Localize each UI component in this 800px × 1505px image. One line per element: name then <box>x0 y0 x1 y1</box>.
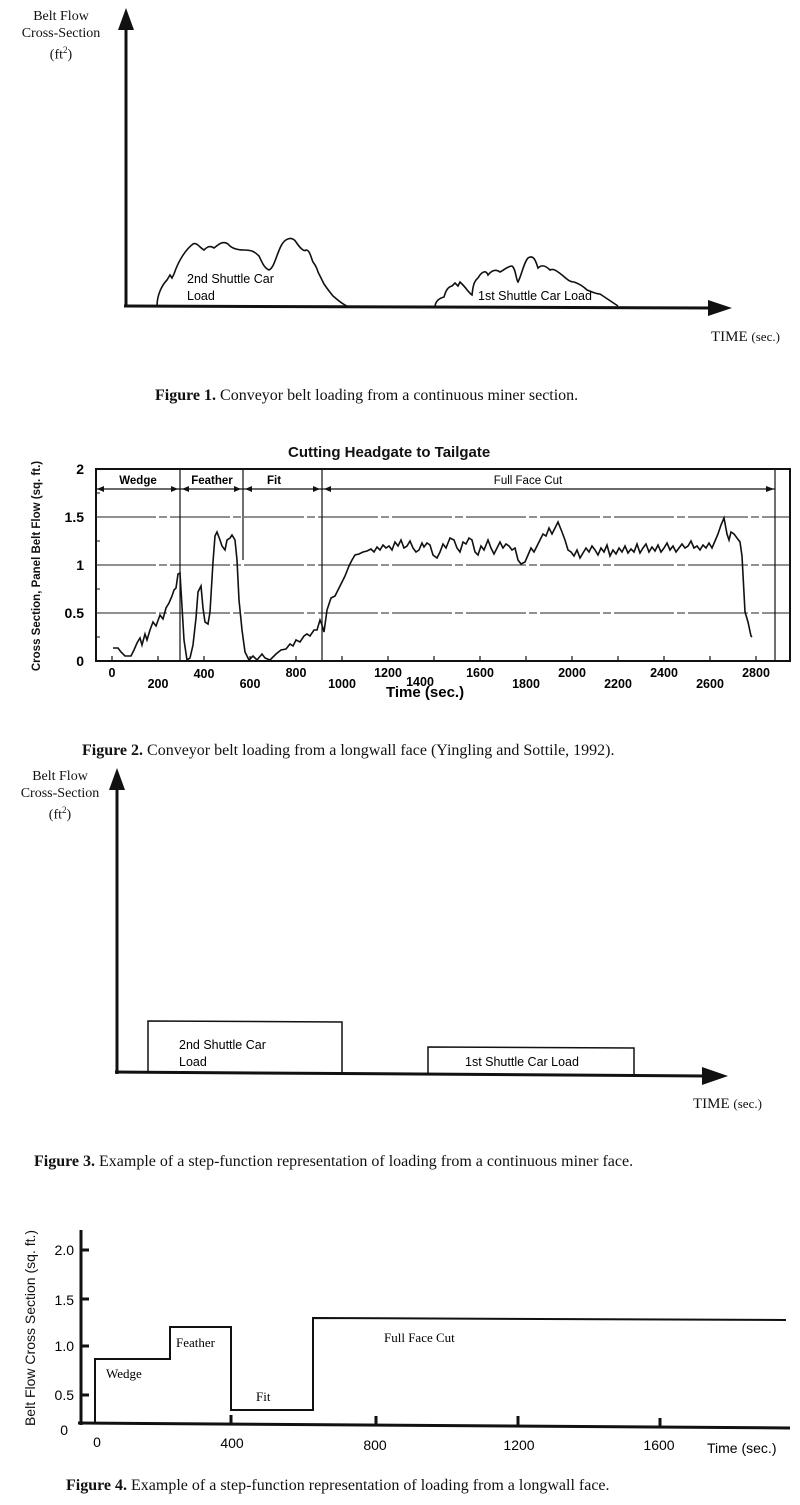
x-tick-1600: 1600 <box>466 666 494 680</box>
ylabel-line-1: Belt Flow <box>32 769 88 784</box>
step-function-trace <box>94 1316 787 1424</box>
x-tick-600: 600 <box>240 677 261 691</box>
figure-4-caption: Figure 4. Example of a step-function rep… <box>66 1477 610 1494</box>
x-axis-arrow-icon <box>702 1067 728 1085</box>
y-tick-0: 0 <box>76 653 84 669</box>
phase-label-wedge: Wedge <box>119 475 157 487</box>
phase-label-full-face-cut: Full Face Cut <box>384 1330 455 1345</box>
x-tick-400: 400 <box>220 1435 244 1451</box>
step-2nd-shuttle <box>147 1020 343 1073</box>
x-tick-1600: 1600 <box>643 1437 674 1453</box>
x-tick-1400: 1400 <box>406 675 434 689</box>
y-tick-2: 2 <box>76 461 84 477</box>
y-tick-0.5: 0.5 <box>65 605 85 621</box>
x-tick-2600: 2600 <box>696 677 724 691</box>
phase-label-wedge: Wedge <box>106 1366 142 1381</box>
x-axis-arrow-icon <box>708 300 732 316</box>
figure-1-caption: Figure 1. Conveyor belt loading from a c… <box>155 387 579 404</box>
ylabel-line-2: Cross-Section <box>21 26 101 41</box>
figure-4-x-axis-label: Time (sec.) <box>707 1440 776 1456</box>
x-tick-400: 400 <box>194 667 215 681</box>
ylabel-line-1: Belt Flow <box>33 9 89 24</box>
load-curve-1st-shuttle <box>434 256 619 307</box>
figure-2-caption: Figure 2. Conveyor belt loading from a l… <box>82 742 615 759</box>
phase-dividers <box>179 469 776 661</box>
phase-label-feather: Feather <box>176 1335 216 1350</box>
figure-2-plot: Wedge Feather Fit Full Face Cut 2 1.5 1 … <box>65 461 791 701</box>
x-tick-2400: 2400 <box>650 666 678 680</box>
y-axis-arrow-icon <box>109 768 125 790</box>
x-tick-1000: 1000 <box>328 677 356 691</box>
x-tick-1800: 1800 <box>512 677 540 691</box>
load-curve-2nd-shuttle <box>156 237 348 307</box>
y-tick-1.5: 1.5 <box>65 509 85 525</box>
load-label-2nd-line2: Load <box>187 289 215 303</box>
phase-label-fit: Fit <box>267 475 281 487</box>
load-label-2nd-line1: 2nd Shuttle Car <box>187 272 274 286</box>
y-tick-0.5: 0.5 <box>55 1387 75 1403</box>
figure-1-y-axis-label: Belt Flow Cross-Section (ft2) <box>0 8 122 64</box>
y-tick-1: 1 <box>76 557 84 573</box>
belt-flow-trace <box>113 515 753 662</box>
ylabel-line-3: (ft2) <box>49 45 73 63</box>
phase-label-feather: Feather <box>191 475 233 487</box>
x-tick-2200: 2200 <box>604 677 632 691</box>
ylabel-line-3: (ft2) <box>48 805 72 823</box>
figure-2-x-axis-label: Time (sec.) <box>386 684 464 701</box>
x-tick-800: 800 <box>363 1437 387 1453</box>
y-tick-1.0: 1.0 <box>55 1338 75 1354</box>
x-tick-0: 0 <box>93 1434 101 1450</box>
figure-3-plot: 2nd Shuttle Car Load 1st Shuttle Car Loa… <box>109 768 728 1085</box>
figure-3-x-axis-label: TIME (sec.) <box>693 1096 762 1112</box>
ylabel-line-2: Cross-Section <box>20 786 100 801</box>
step-1st-shuttle <box>427 1046 635 1075</box>
figure-2-title: Cutting Headgate to Tailgate <box>288 444 491 461</box>
load-label-1st: 1st Shuttle Car Load <box>465 1055 579 1069</box>
figure-1-x-axis-label: TIME (sec.) <box>711 329 780 345</box>
y-axis-arrow-icon <box>118 8 134 30</box>
load-label-2nd-line1: 2nd Shuttle Car <box>179 1038 266 1052</box>
x-tick-2800: 2800 <box>742 666 770 680</box>
x-tick-2000: 2000 <box>558 666 586 680</box>
x-tick-1200: 1200 <box>374 666 402 680</box>
figure-3-y-axis-label: Belt Flow Cross-Section (ft2) <box>2 768 118 824</box>
phase-label-full-face-cut: Full Face Cut <box>494 475 563 487</box>
phase-label-fit: Fit <box>256 1389 271 1404</box>
x-tick-0: 0 <box>109 666 116 680</box>
y-tick-2.0: 2.0 <box>55 1242 75 1258</box>
x-tick-800: 800 <box>286 666 307 680</box>
y-tick-0: 0 <box>60 1422 68 1438</box>
x-tick-200: 200 <box>148 677 169 691</box>
figure-1-plot: 2nd Shuttle Car Load 1st Shuttle Car Loa… <box>118 8 732 316</box>
load-label-2nd-line2: Load <box>179 1055 207 1069</box>
load-label-1st: 1st Shuttle Car Load <box>478 289 592 303</box>
y-tick-1.5: 1.5 <box>55 1292 75 1308</box>
figure-3-caption: Figure 3. Example of a step-function rep… <box>34 1153 634 1170</box>
x-tick-1200: 1200 <box>503 1437 534 1453</box>
